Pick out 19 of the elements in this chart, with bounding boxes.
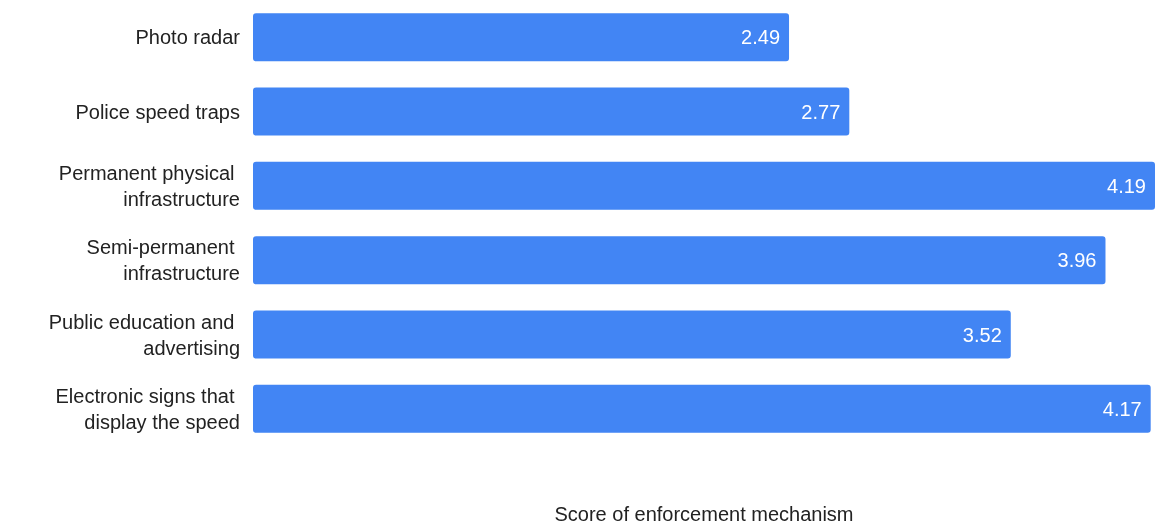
data-label: 3.52: [962, 323, 1002, 346]
y-tick-label: Semi-permanent infrastructure: [86, 236, 240, 285]
data-label: 4.17: [1102, 397, 1142, 420]
bar: [253, 13, 790, 62]
data-label: 4.19: [1107, 174, 1146, 197]
data-label: 3.96: [1057, 249, 1097, 272]
bar: [253, 236, 1106, 285]
data-label: 2.77: [801, 100, 841, 123]
bar: [253, 87, 850, 136]
bar: [253, 161, 1155, 210]
y-tick-label: Police speed traps: [75, 100, 240, 123]
x-axis-title: Score of enforcement mechanism: [554, 503, 854, 525]
bar: [253, 310, 1011, 359]
bar: [253, 384, 1151, 433]
y-tick-label: Photo radar: [135, 26, 241, 49]
data-label: 2.49: [741, 26, 781, 49]
y-tick-label: Public education and advertising: [48, 310, 240, 359]
y-tick-label: Permanent physical infrastructure: [58, 161, 240, 210]
y-tick-label: Electronic signs that display the speed: [55, 384, 240, 433]
